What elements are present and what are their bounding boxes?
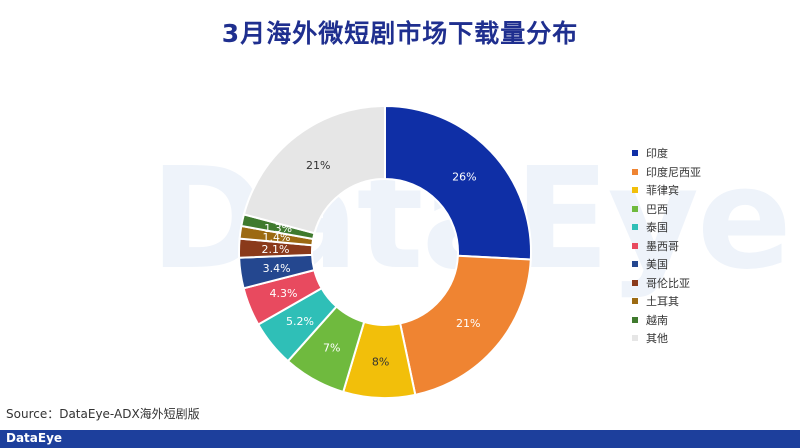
legend-label: 哥伦比亚 — [646, 276, 690, 290]
slice-印度 — [384, 104, 532, 261]
legend-item-印度: 印度 — [632, 144, 701, 163]
legend-swatch — [632, 261, 638, 268]
legend-label: 土耳其 — [646, 295, 679, 309]
legend-swatch — [632, 335, 638, 342]
legend-swatch — [632, 168, 638, 175]
slice-label-泰国: 5.2% — [286, 315, 314, 328]
legend-label: 越南 — [646, 313, 668, 327]
chart-title: 3月海外微短剧市场下载量分布 — [221, 19, 579, 48]
legend-item-印度尼西亚: 印度尼西亚 — [632, 163, 701, 182]
slice-label-墨西哥: 4.3% — [270, 287, 298, 300]
chart-legend: 印度印度尼西亚菲律宾巴西泰国墨西哥美国哥伦比亚土耳其越南其他 — [632, 144, 701, 348]
legend-swatch — [632, 150, 638, 157]
legend-swatch — [632, 242, 638, 249]
legend-item-哥伦比亚: 哥伦比亚 — [632, 274, 701, 293]
slice-label-哥伦比亚: 2.1% — [262, 243, 290, 256]
legend-item-越南: 越南 — [632, 311, 701, 330]
slice-label-其他: 21% — [306, 159, 330, 172]
legend-label: 巴西 — [646, 202, 668, 216]
legend-swatch — [632, 187, 638, 194]
legend-label: 其他 — [646, 332, 668, 346]
legend-swatch — [632, 279, 638, 286]
source-note: Source：DataEye-ADX海外短剧版 — [6, 407, 200, 421]
legend-label: 菲律宾 — [646, 184, 679, 198]
slice-label-印度尼西亚: 21% — [456, 317, 480, 330]
slice-其他 — [242, 104, 386, 235]
legend-label: 墨西哥 — [646, 239, 679, 253]
slice-label-巴西: 7% — [323, 342, 340, 355]
legend-label: 印度 — [646, 147, 668, 161]
legend-label: 印度尼西亚 — [646, 165, 701, 179]
legend-item-巴西: 巴西 — [632, 200, 701, 219]
legend-item-土耳其: 土耳其 — [632, 292, 701, 311]
legend-item-其他: 其他 — [632, 329, 701, 348]
legend-item-美国: 美国 — [632, 255, 701, 274]
legend-swatch — [632, 298, 638, 305]
legend-label: 美国 — [646, 258, 668, 272]
legend-item-墨西哥: 墨西哥 — [632, 237, 701, 256]
legend-swatch — [632, 205, 638, 212]
slice-label-印度: 26% — [452, 171, 476, 184]
slice-印度尼西亚 — [398, 254, 532, 397]
slice-label-菲律宾: 8% — [372, 355, 389, 368]
legend-swatch — [632, 316, 638, 323]
legend-swatch — [632, 224, 638, 231]
slice-label-美国: 3.4% — [263, 262, 291, 275]
legend-item-泰国: 泰国 — [632, 218, 701, 237]
footer-logo: DataEye — [6, 431, 63, 445]
legend-item-菲律宾: 菲律宾 — [632, 181, 701, 200]
legend-label: 泰国 — [646, 221, 668, 235]
footer-bar: DataEye — [0, 430, 800, 448]
